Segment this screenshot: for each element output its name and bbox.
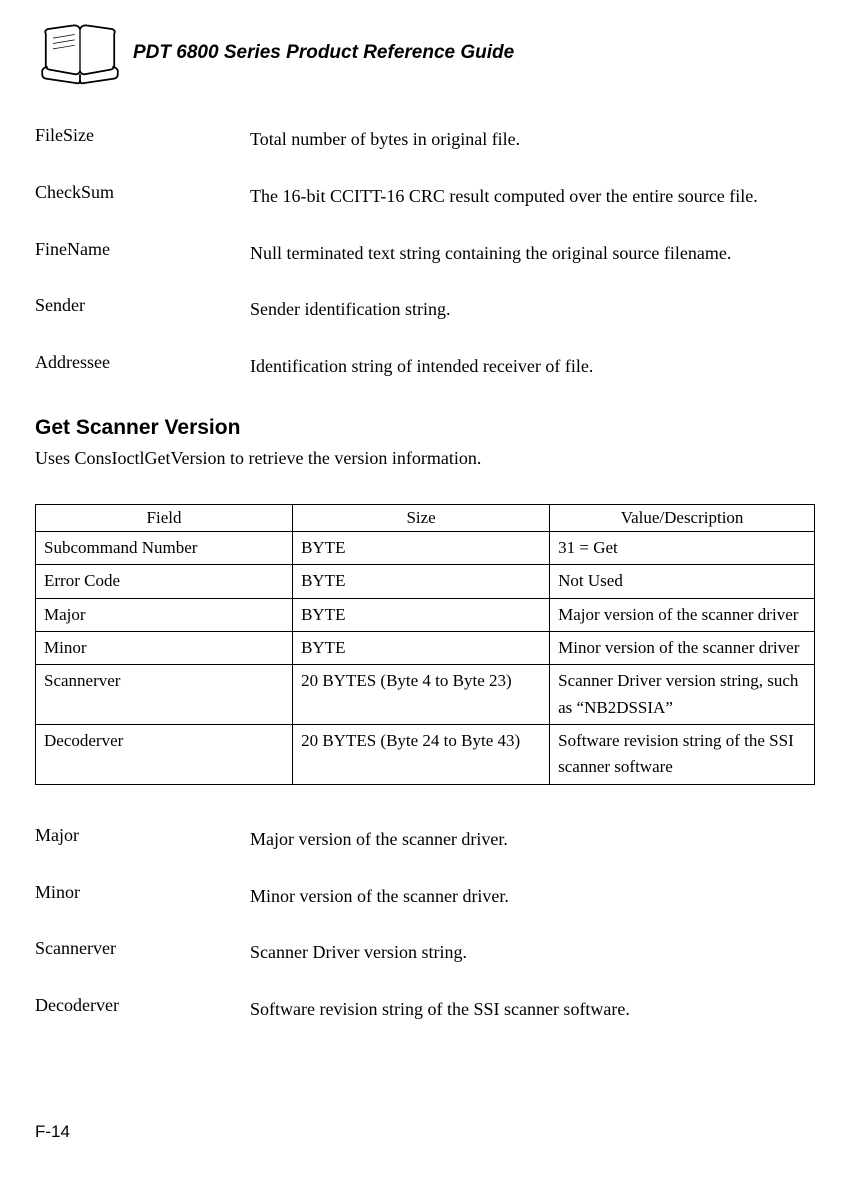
table-row: Minor BYTE Minor version of the scanner … xyxy=(36,632,815,665)
definition-term: FileSize xyxy=(35,125,250,154)
book-icon xyxy=(35,20,125,85)
section-desc: Uses ConsIoctlGetVersion to retrieve the… xyxy=(35,448,815,469)
table-cell: BYTE xyxy=(293,531,550,564)
table-header: Size xyxy=(293,504,550,531)
definition-term: Minor xyxy=(35,882,250,911)
definition-desc: Minor version of the scanner driver. xyxy=(250,882,815,911)
definition-desc: Null terminated text string containing t… xyxy=(250,239,815,268)
table-cell: Decoderver xyxy=(36,725,293,785)
definition-row: Scannerver Scanner Driver version string… xyxy=(35,938,815,967)
table-cell: BYTE xyxy=(293,598,550,631)
section-title: Get Scanner Version xyxy=(35,416,815,440)
table-row: Decoderver 20 BYTES (Byte 24 to Byte 43)… xyxy=(36,725,815,785)
page-number: F-14 xyxy=(35,1122,70,1142)
table-cell: Error Code xyxy=(36,565,293,598)
table-header-row: Field Size Value/Description xyxy=(36,504,815,531)
definition-row: CheckSum The 16-bit CCITT-16 CRC result … xyxy=(35,182,815,211)
table-cell: Not Used xyxy=(550,565,815,598)
table-header: Field xyxy=(36,504,293,531)
definition-desc: Sender identification string. xyxy=(250,295,815,324)
definitions-list-2: Major Major version of the scanner drive… xyxy=(35,825,815,1024)
table-row: Scannerver 20 BYTES (Byte 4 to Byte 23) … xyxy=(36,665,815,725)
table-cell: Scannerver xyxy=(36,665,293,725)
table-cell: Software revision string of the SSI scan… xyxy=(550,725,815,785)
definition-desc: Major version of the scanner driver. xyxy=(250,825,815,854)
definition-row: Sender Sender identification string. xyxy=(35,295,815,324)
version-table: Field Size Value/Description Subcommand … xyxy=(35,504,815,785)
definition-desc: Identification string of intended receiv… xyxy=(250,352,815,381)
table-cell: 20 BYTES (Byte 4 to Byte 23) xyxy=(293,665,550,725)
table-cell: BYTE xyxy=(293,565,550,598)
table-cell: 31 = Get xyxy=(550,531,815,564)
definition-term: Sender xyxy=(35,295,250,324)
definition-desc: Total number of bytes in original file. xyxy=(250,125,815,154)
definition-term: Scannerver xyxy=(35,938,250,967)
table-cell: BYTE xyxy=(293,632,550,665)
definitions-list-1: FileSize Total number of bytes in origin… xyxy=(35,125,815,381)
definition-row: Minor Minor version of the scanner drive… xyxy=(35,882,815,911)
table-cell: Major version of the scanner driver xyxy=(550,598,815,631)
definition-row: FineName Null terminated text string con… xyxy=(35,239,815,268)
header-title: PDT 6800 Series Product Reference Guide xyxy=(133,42,514,64)
table-row: Error Code BYTE Not Used xyxy=(36,565,815,598)
definition-term: CheckSum xyxy=(35,182,250,211)
definition-term: Addressee xyxy=(35,352,250,381)
definition-row: Major Major version of the scanner drive… xyxy=(35,825,815,854)
table-cell: Major xyxy=(36,598,293,631)
definition-row: FileSize Total number of bytes in origin… xyxy=(35,125,815,154)
definition-term: Decoderver xyxy=(35,995,250,1024)
table-cell: Scanner Driver version string, such as “… xyxy=(550,665,815,725)
table-cell: 20 BYTES (Byte 24 to Byte 43) xyxy=(293,725,550,785)
definition-desc: Scanner Driver version string. xyxy=(250,938,815,967)
table-cell: Subcommand Number xyxy=(36,531,293,564)
table-cell: Minor version of the scanner driver xyxy=(550,632,815,665)
definition-term: FineName xyxy=(35,239,250,268)
page-header: PDT 6800 Series Product Reference Guide xyxy=(35,20,815,85)
definition-term: Major xyxy=(35,825,250,854)
definition-row: Addressee Identification string of inten… xyxy=(35,352,815,381)
definition-desc: Software revision string of the SSI scan… xyxy=(250,995,815,1024)
definition-row: Decoderver Software revision string of t… xyxy=(35,995,815,1024)
table-row: Major BYTE Major version of the scanner … xyxy=(36,598,815,631)
table-row: Subcommand Number BYTE 31 = Get xyxy=(36,531,815,564)
table-header: Value/Description xyxy=(550,504,815,531)
definition-desc: The 16-bit CCITT-16 CRC result computed … xyxy=(250,182,815,211)
table-cell: Minor xyxy=(36,632,293,665)
